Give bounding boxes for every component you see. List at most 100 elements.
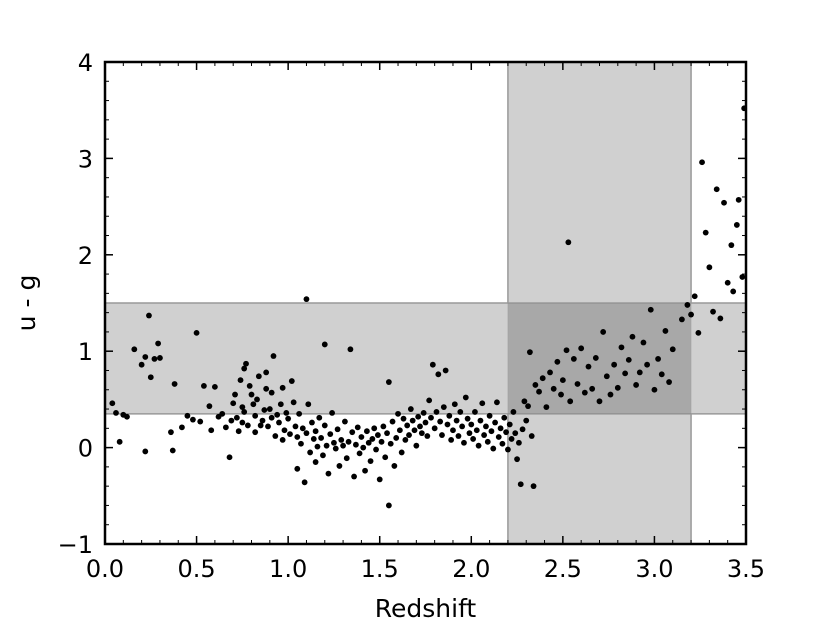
data-point — [274, 411, 281, 418]
data-point — [347, 346, 354, 353]
data-point — [523, 417, 530, 424]
data-point — [151, 356, 158, 362]
data-point — [666, 379, 672, 385]
data-point — [268, 414, 275, 421]
data-point — [241, 365, 248, 372]
data-point — [495, 434, 502, 440]
data-point — [464, 415, 471, 422]
data-point — [211, 383, 218, 390]
data-point — [294, 434, 301, 440]
data-point — [640, 339, 647, 346]
data-point — [193, 329, 200, 336]
data-point — [288, 378, 295, 384]
data-point — [543, 404, 550, 411]
data-point — [567, 398, 574, 405]
data-point — [490, 445, 497, 452]
data-point — [290, 399, 297, 406]
data-point — [554, 358, 561, 365]
data-point — [336, 463, 343, 469]
plot-frame — [103, 60, 748, 546]
data-point — [512, 430, 519, 437]
data-point — [473, 427, 480, 434]
data-point — [503, 429, 509, 436]
data-point — [439, 432, 445, 438]
x-tick-label: 3.5 — [727, 555, 765, 583]
data-point — [706, 264, 713, 271]
data-point — [695, 329, 702, 336]
data-point — [514, 456, 520, 463]
data-point — [658, 371, 665, 378]
data-point — [735, 196, 742, 203]
data-point — [395, 410, 401, 417]
data-point — [420, 409, 427, 416]
data-point — [418, 430, 425, 437]
data-point — [739, 274, 746, 280]
data-point — [530, 483, 537, 490]
data-point — [252, 429, 259, 436]
data-point — [622, 370, 629, 377]
data-point — [494, 399, 500, 406]
data-point — [614, 384, 621, 391]
data-point — [219, 410, 226, 417]
data-point — [294, 465, 301, 472]
data-point — [526, 349, 533, 356]
data-point — [184, 412, 191, 419]
data-point — [398, 449, 405, 456]
data-point — [146, 312, 152, 319]
data-point — [516, 439, 522, 446]
data-point — [190, 416, 196, 423]
data-point — [362, 467, 368, 474]
data-point — [585, 363, 592, 370]
data-point — [310, 436, 317, 442]
data-point — [446, 412, 453, 419]
data-point — [230, 400, 237, 407]
data-point — [353, 441, 359, 448]
data-point — [222, 424, 229, 431]
data-point — [426, 397, 433, 404]
data-point — [255, 373, 262, 380]
data-point — [435, 371, 442, 378]
data-point — [263, 369, 270, 376]
data-point — [655, 356, 661, 362]
data-point — [603, 373, 610, 380]
data-point — [629, 333, 636, 340]
data-point — [453, 417, 460, 424]
data-point — [179, 424, 185, 431]
data-point — [462, 394, 469, 401]
y-tick-label: 2 — [78, 242, 93, 270]
data-point — [343, 455, 350, 462]
data-point — [109, 400, 116, 407]
data-point — [340, 442, 346, 449]
data-point — [702, 229, 709, 236]
data-point — [385, 379, 392, 385]
data-point — [254, 396, 260, 403]
data-point — [116, 438, 123, 445]
x-tick-label: 2.5 — [544, 555, 582, 583]
data-point — [384, 430, 390, 437]
data-point — [124, 413, 130, 420]
data-point — [528, 433, 535, 439]
data-point — [647, 306, 654, 313]
data-point — [691, 293, 698, 300]
x-tick-label: 1.0 — [269, 555, 307, 583]
data-point — [239, 419, 246, 426]
data-point — [391, 463, 398, 469]
data-point — [259, 417, 266, 424]
data-point — [329, 409, 335, 416]
x-tick-label: 2.0 — [452, 555, 490, 583]
y-tick-label: 4 — [78, 49, 93, 77]
data-point — [521, 398, 528, 405]
data-point — [168, 429, 174, 436]
data-point — [505, 446, 511, 453]
data-point — [248, 391, 255, 398]
data-point — [169, 447, 176, 454]
data-point — [400, 415, 407, 422]
data-point — [252, 412, 259, 419]
shaded-overlap — [507, 303, 692, 414]
data-point — [440, 404, 447, 411]
data-point — [402, 436, 409, 443]
data-point — [633, 382, 640, 388]
data-point — [497, 425, 504, 432]
data-point — [266, 406, 273, 412]
x-axis-label: Redshift — [375, 594, 477, 623]
